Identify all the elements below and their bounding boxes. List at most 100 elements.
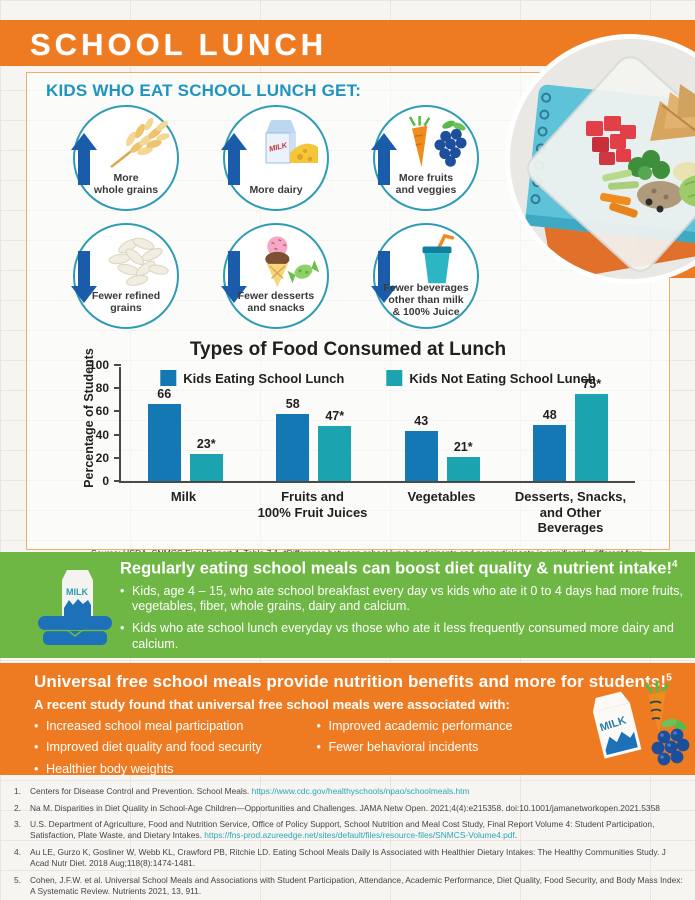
bar: 23* bbox=[189, 437, 223, 481]
green-section: MILK Regularly eating school meals can b… bbox=[0, 552, 695, 658]
ice-cream-candy-icon bbox=[265, 236, 320, 288]
y-tick-mark bbox=[114, 364, 121, 366]
y-tick-mark bbox=[114, 480, 121, 482]
wheat-icon bbox=[110, 117, 170, 168]
milk-cheese-icon: MILK bbox=[265, 120, 318, 164]
benefits-grid: More whole grains MILK More dairy bbox=[51, 105, 501, 329]
bar: 66 bbox=[147, 387, 181, 481]
footnote-2: 2. Na M. Disparities in Diet Quality in S… bbox=[14, 803, 686, 814]
green-heading: Regularly eating school meals can boost … bbox=[120, 559, 683, 579]
bar-value-label: 43 bbox=[414, 414, 429, 429]
orange-section: Universal free school meals provide nutr… bbox=[0, 663, 695, 777]
bar: 48 bbox=[533, 408, 567, 481]
bar: 43 bbox=[404, 414, 438, 481]
footnote-text: U.S. Department of Agriculture, Food and… bbox=[30, 819, 655, 841]
green-bullet: Kids who ate school lunch everyday vs th… bbox=[120, 621, 683, 652]
y-tick-label: 40 bbox=[95, 427, 109, 442]
green-heading-superscript: 4 bbox=[671, 559, 678, 570]
milk-lunchbox-icon: MILK bbox=[38, 570, 112, 645]
orange-bullet-column-1: Increased school meal participation Impr… bbox=[34, 718, 316, 782]
benefit-label: More fruits and veggies bbox=[395, 171, 457, 196]
orange-heading: Universal free school meals provide nutr… bbox=[0, 663, 695, 692]
down-arrow-icon bbox=[221, 251, 247, 303]
benefit-fewer-desserts-snacks: Fewer desserts and snacks bbox=[221, 223, 329, 329]
footnote-number: 1. bbox=[14, 786, 21, 796]
green-heading-text: Regularly eating school meals can boost … bbox=[120, 559, 672, 578]
chart-categories: Milk Fruits and 100% Fruit Juices Vegetabl… bbox=[119, 489, 635, 536]
footnote-number: 3. bbox=[14, 819, 21, 830]
benefit-more-whole-grains: More whole grains bbox=[71, 105, 179, 211]
benefit-more-fruits-veggies: More fruits and veggies bbox=[371, 105, 479, 211]
footnote-number: 4. bbox=[14, 846, 21, 857]
bar-group: 58 47* bbox=[250, 367, 379, 481]
footnote-5: 5. Cohen, J.F.W. et al. Universal School … bbox=[14, 875, 686, 897]
category-label: Desserts, Snacks, and Other Beverages bbox=[514, 489, 627, 536]
orange-heading-superscript: 5 bbox=[666, 672, 672, 684]
footnote-3: 3. U.S. Department of Agriculture, Food a… bbox=[14, 819, 686, 841]
legend-swatch bbox=[160, 370, 177, 386]
footnote-text: . bbox=[514, 830, 518, 841]
down-arrow-icon bbox=[71, 251, 97, 303]
orange-heading-text: Universal free school meals provide nutr… bbox=[34, 672, 667, 691]
chart: Types of Food Consumed at Lunch Percenta… bbox=[27, 339, 669, 568]
category-label: Vegetables bbox=[407, 489, 476, 504]
benefit-label: Fewer desserts and snacks bbox=[237, 289, 315, 314]
content-panel: KIDS WHO EAT SCHOOL LUNCH GET: bbox=[26, 72, 670, 568]
up-arrow-icon bbox=[71, 133, 97, 185]
y-tick-mark bbox=[114, 456, 121, 459]
green-section-text: Regularly eating school meals can boost … bbox=[120, 559, 683, 658]
up-arrow-icon bbox=[221, 133, 247, 185]
bar: 75* bbox=[575, 377, 609, 481]
orange-bullet-columns: Increased school meal participation Impr… bbox=[0, 718, 575, 782]
footnote-text: Cohen, J.F.W. et al. Universal School Me… bbox=[30, 874, 683, 896]
page-title: SCHOOL LUNCH bbox=[30, 27, 328, 62]
lunch-photo-illustration bbox=[510, 39, 695, 279]
bar-value-label: 58 bbox=[285, 396, 300, 411]
benefit-fewer-beverages: Fewer beverages other than milk & 100% J… bbox=[371, 223, 479, 329]
benefit-fewer-refined-grains: Fewer refined grains bbox=[71, 223, 179, 329]
footnote-text: Na M. Disparities in Diet Quality in Sch… bbox=[30, 802, 660, 813]
bar: 47* bbox=[318, 409, 352, 481]
bar-group: 43 21* bbox=[378, 367, 507, 481]
bar-value-label: 21* bbox=[453, 439, 473, 454]
bar: 58 bbox=[276, 397, 310, 481]
footnote-4: 4. Au LE, Gurzo K, Gosliner W, Webb KL, C… bbox=[14, 847, 686, 869]
bar-value-label: 75* bbox=[582, 377, 602, 391]
benefit-more-dairy: MILK More dairy bbox=[221, 105, 329, 211]
green-bullet: Kids, age 4 – 15, who ate school breakfa… bbox=[120, 584, 683, 615]
chart-title: Types of Food Consumed at Lunch bbox=[189, 339, 507, 360]
down-arrow-icon bbox=[371, 251, 397, 303]
up-arrow-icon bbox=[371, 133, 397, 185]
section-heading: KIDS WHO EAT SCHOOL LUNCH GET: bbox=[46, 81, 362, 100]
legend-swatch bbox=[386, 370, 403, 386]
footnote-text: Centers for Disease Control and Preventi… bbox=[30, 786, 252, 796]
orange-bullet: Increased school meal participation bbox=[34, 718, 316, 735]
bar-value-label: 48 bbox=[542, 408, 557, 423]
benefit-label: Fewer refined grains bbox=[91, 289, 161, 314]
benefit-label: Fewer beverages other than milk & 100% J… bbox=[383, 281, 469, 318]
footnote-text: Au LE, Gurzo K, Gosliner W, Webb KL, Cra… bbox=[30, 846, 666, 868]
y-tick-label: 100 bbox=[88, 358, 109, 372]
footnote-1: 1. Centers for Disease Control and Preven… bbox=[14, 786, 686, 797]
footnote-link[interactable]: https://fns-prod.azureedge.net/sites/def… bbox=[204, 830, 515, 841]
bar: 21* bbox=[446, 440, 480, 481]
milk-carrot-grapes-icon: MILK bbox=[592, 681, 690, 766]
chart-plot: 0 20 40 60 80 100 Kids Eating School Lunch Kid… bbox=[89, 358, 635, 488]
chart-groups: 66 23* 58 47* 43 21* 48 75* bbox=[121, 367, 635, 481]
y-tick-label: 20 bbox=[95, 450, 109, 465]
orange-bullet: Improved diet quality and food security bbox=[34, 739, 316, 756]
bar-group: 66 23* bbox=[121, 367, 250, 481]
y-tick-mark bbox=[114, 433, 121, 436]
legend-label: Kids Not Eating School Lunch bbox=[409, 370, 596, 386]
footnotes: 1. Centers for Disease Control and Preven… bbox=[14, 786, 686, 900]
header-banner: SCHOOL LUNCH bbox=[0, 20, 695, 66]
bar-value-label: 23* bbox=[196, 437, 216, 452]
benefit-label: More dairy bbox=[249, 183, 303, 196]
beverage-cup-icon bbox=[422, 233, 455, 284]
footnote-link[interactable]: https://www.cdc.gov/healthyschools/npao/… bbox=[251, 786, 470, 796]
svg-text:MILK: MILK bbox=[66, 587, 88, 597]
y-tick-mark bbox=[114, 410, 121, 413]
legend-item: Kids Not Eating School Lunch bbox=[386, 370, 596, 386]
y-tick-mark bbox=[114, 387, 121, 390]
svg-text:MILK: MILK bbox=[268, 140, 289, 153]
